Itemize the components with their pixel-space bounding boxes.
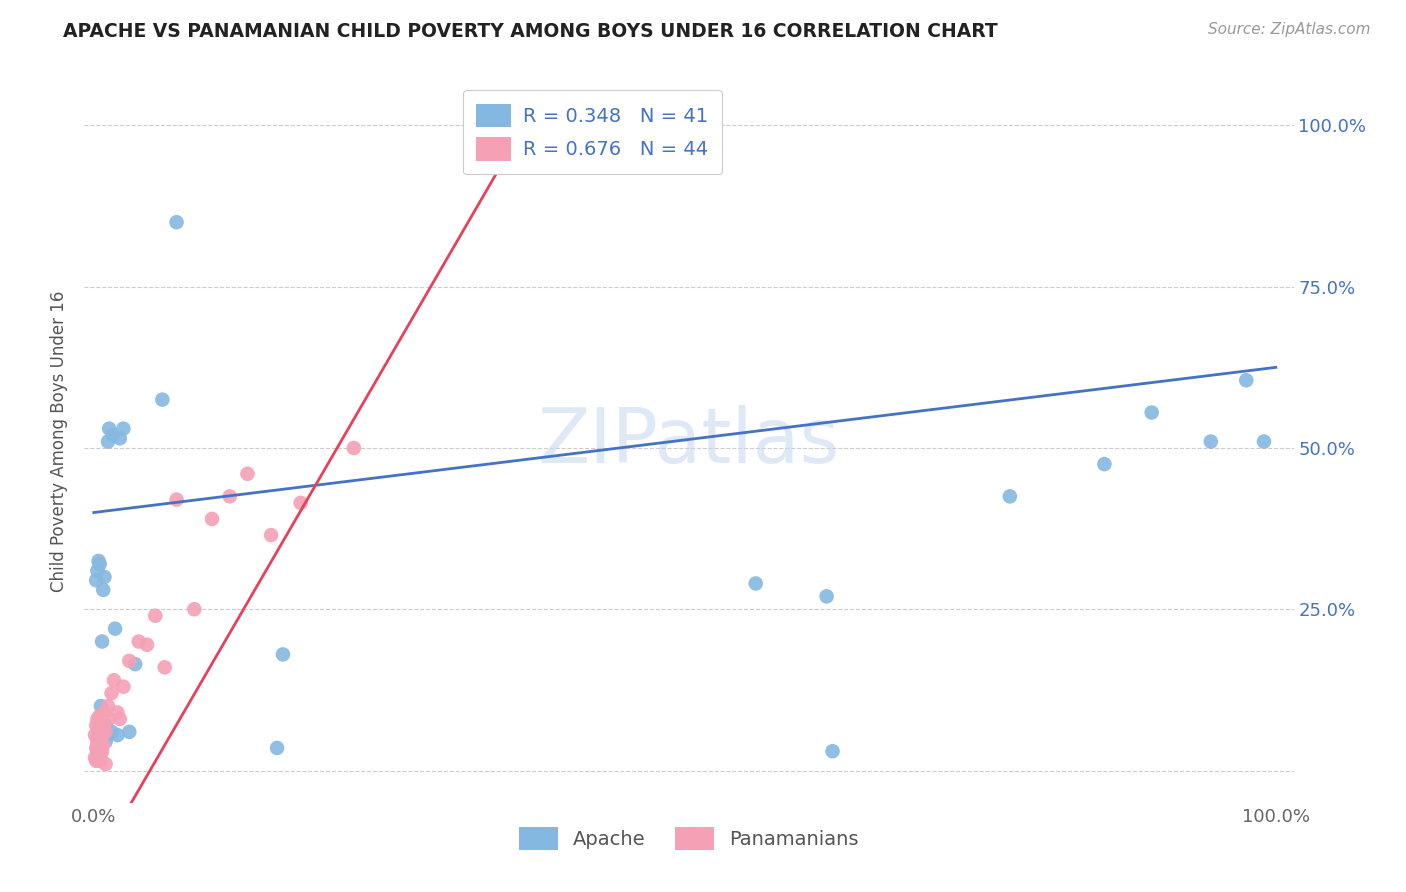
- Point: [218, 489, 240, 503]
- Point: [84, 728, 107, 742]
- Point: [87, 747, 110, 762]
- Point: [91, 744, 114, 758]
- Point: [271, 648, 294, 662]
- Point: [100, 686, 122, 700]
- Point: [108, 431, 131, 445]
- Point: [1199, 434, 1222, 449]
- Point: [89, 739, 111, 753]
- Point: [87, 732, 110, 747]
- Point: [100, 724, 122, 739]
- Point: [87, 554, 110, 568]
- Point: [93, 570, 115, 584]
- Point: [1140, 405, 1163, 419]
- Point: [108, 712, 131, 726]
- Point: [101, 428, 124, 442]
- Point: [290, 496, 312, 510]
- Point: [96, 728, 118, 742]
- Point: [89, 738, 111, 752]
- Point: [166, 215, 188, 229]
- Point: [744, 576, 766, 591]
- Point: [1234, 373, 1257, 387]
- Point: [201, 512, 224, 526]
- Point: [86, 564, 108, 578]
- Point: [266, 741, 288, 756]
- Point: [91, 738, 114, 752]
- Point: [143, 608, 166, 623]
- Point: [118, 724, 141, 739]
- Point: [166, 492, 188, 507]
- Point: [94, 757, 117, 772]
- Point: [90, 730, 112, 744]
- Point: [84, 718, 107, 732]
- Point: [94, 718, 117, 732]
- Point: [103, 673, 125, 688]
- Point: [107, 706, 129, 720]
- Point: [112, 422, 135, 436]
- Point: [104, 622, 127, 636]
- Point: [84, 754, 107, 768]
- Point: [124, 657, 146, 672]
- Point: [89, 754, 111, 768]
- Point: [89, 712, 111, 726]
- Point: [86, 744, 108, 758]
- Point: [84, 750, 107, 764]
- Point: [260, 528, 283, 542]
- Point: [136, 638, 159, 652]
- Text: Source: ZipAtlas.com: Source: ZipAtlas.com: [1208, 22, 1371, 37]
- Point: [1253, 434, 1275, 449]
- Point: [150, 392, 173, 407]
- Point: [91, 634, 114, 648]
- Point: [1092, 457, 1115, 471]
- Point: [86, 734, 108, 748]
- Point: [94, 734, 117, 748]
- Legend: Apache, Panamanians: Apache, Panamanians: [510, 819, 868, 858]
- Point: [90, 747, 112, 762]
- Point: [153, 660, 176, 674]
- Point: [84, 741, 107, 756]
- Point: [91, 731, 114, 746]
- Point: [90, 742, 112, 756]
- Y-axis label: Child Poverty Among Boys Under 16: Child Poverty Among Boys Under 16: [51, 291, 69, 592]
- Point: [91, 582, 114, 597]
- Point: [343, 441, 366, 455]
- Point: [821, 744, 844, 758]
- Point: [89, 708, 111, 723]
- Point: [128, 634, 150, 648]
- Point: [183, 602, 205, 616]
- Point: [502, 119, 524, 133]
- Point: [97, 699, 120, 714]
- Point: [118, 654, 141, 668]
- Point: [236, 467, 259, 481]
- Point: [91, 718, 114, 732]
- Point: [93, 706, 115, 720]
- Point: [91, 724, 114, 739]
- Point: [89, 557, 111, 571]
- Point: [815, 590, 838, 604]
- Point: [87, 715, 110, 730]
- Point: [90, 699, 112, 714]
- Point: [98, 712, 121, 726]
- Point: [112, 680, 135, 694]
- Point: [97, 434, 120, 449]
- Point: [94, 724, 117, 739]
- Text: APACHE VS PANAMANIAN CHILD POVERTY AMONG BOYS UNDER 16 CORRELATION CHART: APACHE VS PANAMANIAN CHILD POVERTY AMONG…: [63, 22, 998, 41]
- Point: [107, 728, 129, 742]
- Point: [84, 573, 107, 587]
- Point: [98, 422, 121, 436]
- Point: [86, 712, 108, 726]
- Point: [87, 724, 110, 739]
- Point: [998, 489, 1021, 503]
- Point: [91, 724, 114, 739]
- Point: [86, 750, 108, 764]
- Text: ZIPatlas: ZIPatlas: [537, 405, 841, 478]
